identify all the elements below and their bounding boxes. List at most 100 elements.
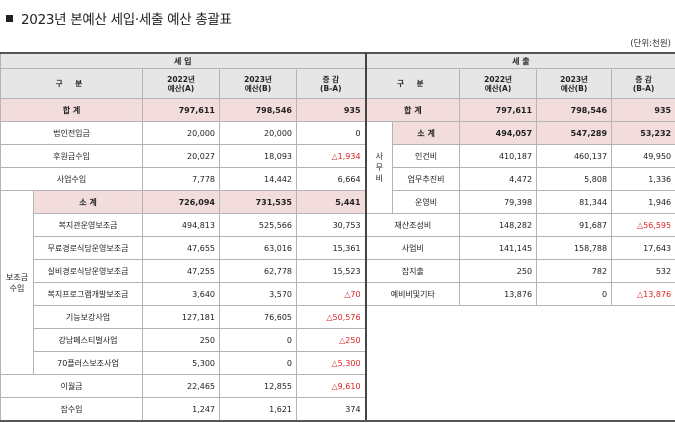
- exp-subtotal-d: 53,232: [611, 121, 675, 145]
- exp-g1-d: 49,950: [611, 144, 675, 168]
- header-row-sections: 세 입 세 출: [0, 52, 675, 69]
- rev-r4-b: 12,855: [219, 374, 297, 398]
- revenue-header: 세 입: [0, 52, 367, 69]
- rev-r2-label: 후원금수입: [0, 144, 143, 168]
- exp-e2-b: 158,788: [536, 236, 613, 260]
- exp-e1-d: △56,595: [611, 213, 675, 237]
- rev-s6-d: △250: [295, 328, 367, 352]
- rev-r1-d: 0: [295, 121, 367, 145]
- exp-e1-a: 148,282: [459, 213, 538, 237]
- rev-r2-a: 20,027: [142, 144, 220, 168]
- exp-e4-a: 13,876: [459, 282, 538, 306]
- exp-2022-header: 2022년 예산(A): [459, 68, 538, 99]
- rev-r3-a: 7,778: [142, 167, 220, 191]
- rev-s7-a: 5,300: [142, 351, 220, 375]
- table-row: 실비경로식당운영보조금 47,255 62,778 15,523 잡지출 250…: [1, 259, 675, 283]
- exp-total-a: 797,611: [459, 98, 538, 122]
- exp-total-label: 합 계: [365, 98, 461, 122]
- rev-r2-d: △1,934: [295, 144, 367, 168]
- rev-category-header: 구 분: [0, 68, 143, 99]
- rev-r1-b: 20,000: [219, 121, 297, 145]
- exp-g1-b: 460,137: [536, 144, 613, 168]
- rev-r5-d: 374: [295, 397, 367, 422]
- rev-r4-label: 이월금: [0, 374, 143, 398]
- page-title: 2023년 본예산 세입·세출 예산 총괄표: [4, 6, 232, 30]
- rev-r5-a: 1,247: [142, 397, 220, 422]
- exp-g3-d: 1,946: [611, 190, 675, 214]
- title-text: 2023년 본예산 세입·세출 예산 총괄표: [21, 12, 232, 28]
- rev-s3-b: 62,778: [219, 259, 297, 283]
- exp-g3-a: 79,398: [459, 190, 538, 214]
- rev-s5-d: △50,576: [295, 305, 367, 329]
- rev-subsidy-group-label: 보조금 수입: [0, 190, 34, 375]
- exp-g2-d: 1,336: [611, 167, 675, 191]
- rev-total-d: 935: [295, 98, 367, 122]
- exp-e1-b: 91,687: [536, 213, 613, 237]
- exp-e3-a: 250: [459, 259, 538, 283]
- exp-category-header: 구 분: [365, 68, 461, 99]
- exp-g1-label: 인건비: [392, 144, 461, 168]
- exp-e4-d: △13,876: [611, 282, 675, 306]
- exp-g2-label: 업무추진비: [392, 167, 461, 191]
- exp-e2-d: 17,643: [611, 236, 675, 260]
- rev-s3-label: 실비경로식당운영보조금: [33, 259, 143, 283]
- rev-s2-a: 47,655: [142, 236, 220, 260]
- budget-summary-table: 세 입 세 출 구 분 2022년 예산(A) 2023년 예산(B) 증 감 (B-…: [0, 52, 675, 422]
- rev-total-label: 합 계: [0, 98, 143, 122]
- expenditure-header: 세 출: [365, 52, 675, 69]
- exp-empty-area: [365, 305, 675, 422]
- table-row: 복지관운영보조금 494,813 525,566 30,753 재산조성비 14…: [1, 213, 675, 237]
- rev-2022-header: 2022년 예산(A): [142, 68, 220, 99]
- square-bullet-icon: [6, 14, 13, 22]
- table-row: 기능보강사업 127,181 76,605 △50,576: [1, 305, 675, 422]
- rev-r5-b: 1,621: [219, 397, 297, 422]
- rev-s2-d: 15,361: [295, 236, 367, 260]
- rev-s3-a: 47,255: [142, 259, 220, 283]
- rev-r3-d: 6,664: [295, 167, 367, 191]
- rev-s1-label: 복지관운영보조금: [33, 213, 143, 237]
- unit-label: (단위:천원): [630, 39, 671, 49]
- rev-s6-a: 250: [142, 328, 220, 352]
- exp-diff-header: 증 감 (B-A): [611, 68, 675, 99]
- rev-r3-b: 14,442: [219, 167, 297, 191]
- rev-s4-a: 3,640: [142, 282, 220, 306]
- table-row: 사업수입 7,778 14,442 6,664 업무추진비 4,472 5,80…: [0, 167, 675, 191]
- exp-g2-b: 5,808: [536, 167, 613, 191]
- rev-r1-label: 법인전입금: [0, 121, 143, 145]
- rev-s6-b: 0: [219, 328, 297, 352]
- rev-subtotal-b: 731,535: [219, 190, 297, 214]
- exp-subtotal-b: 547,289: [536, 121, 613, 145]
- rev-s5-b: 76,605: [219, 305, 297, 329]
- rev-s7-label: 70플러스보조사업: [33, 351, 143, 375]
- exp-e4-b: 0: [536, 282, 613, 306]
- rev-s5-label: 기능보강사업: [33, 305, 143, 329]
- rev-subtotal-label: 소 계: [33, 190, 143, 214]
- rev-s1-a: 494,813: [142, 213, 220, 237]
- rev-s1-b: 525,566: [219, 213, 297, 237]
- exp-total-d: 935: [611, 98, 675, 122]
- table-row: 이월금 22,465 12,855 △9,610: [0, 374, 675, 398]
- rev-s4-label: 복지프로그램개발보조금: [33, 282, 143, 306]
- rev-subtotal-d: 5,441: [295, 190, 367, 214]
- exp-e2-label: 사업비: [365, 236, 461, 260]
- table-row: 후원금수입 20,027 18,093 △1,934 인건비 410,187 4…: [0, 144, 675, 168]
- header-row-columns: 구 분 2022년 예산(A) 2023년 예산(B) 증 감 (B-A) 구 분 2…: [0, 68, 675, 99]
- rev-r4-d: △9,610: [295, 374, 367, 398]
- rev-s4-d: △70: [295, 282, 367, 306]
- exp-e2-a: 141,145: [459, 236, 538, 260]
- rev-s2-b: 63,016: [219, 236, 297, 260]
- exp-g1-a: 410,187: [459, 144, 538, 168]
- rev-s7-b: 0: [219, 351, 297, 375]
- table-row: 무료경로식당운영보조금 47,655 63,016 15,361 사업비 141…: [1, 236, 675, 260]
- exp-e3-d: 532: [611, 259, 675, 283]
- exp-e1-label: 재산조성비: [365, 213, 461, 237]
- exp-e3-b: 782: [536, 259, 613, 283]
- table-row: 복지프로그램개발보조금 3,640 3,570 △70 예비비및기타 13,87…: [1, 282, 675, 306]
- rev-r4-a: 22,465: [142, 374, 220, 398]
- table-row: 보조금 수입 소 계 726,094 731,535 5,441 운영비 79,3…: [0, 190, 675, 375]
- rev-subtotal-a: 726,094: [142, 190, 220, 214]
- table-row: 합 계 797,611 798,546 935 합 계 797,611 798,…: [0, 98, 675, 122]
- rev-r2-b: 18,093: [219, 144, 297, 168]
